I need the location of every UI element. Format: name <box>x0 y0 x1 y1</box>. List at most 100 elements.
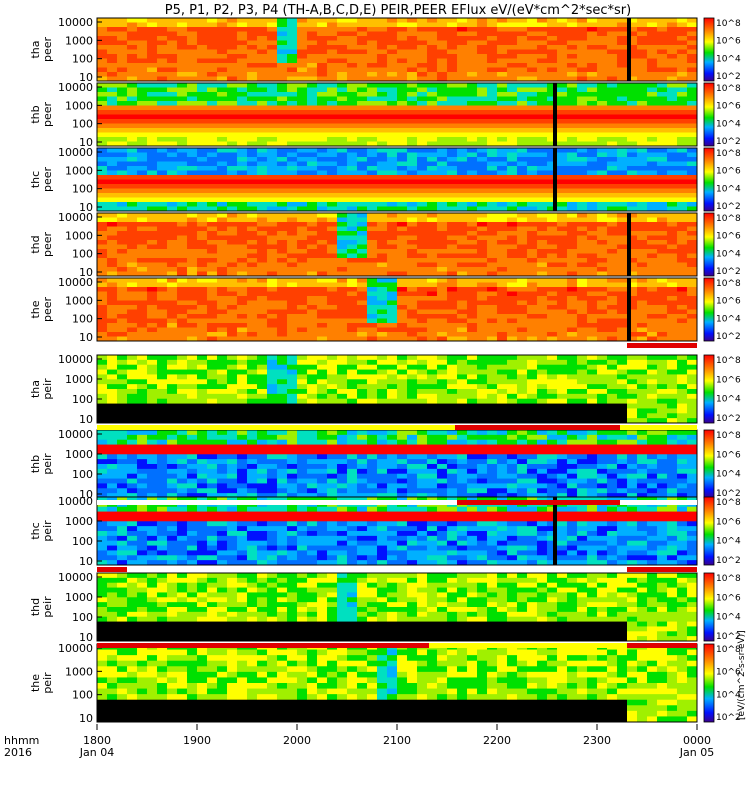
heatmap-cell <box>457 132 468 138</box>
heatmap-cell <box>167 240 178 245</box>
heatmap-cell <box>427 213 438 218</box>
heatmap-cell <box>487 309 498 315</box>
heatmap-cell <box>197 40 208 46</box>
heatmap-cell <box>447 327 458 333</box>
heatmap-cell <box>627 45 638 50</box>
heatmap-cell <box>537 157 548 162</box>
heatmap-cell <box>397 318 408 324</box>
heatmap-cell <box>127 170 138 176</box>
heatmap-cell <box>567 374 578 380</box>
heatmap-cell <box>467 132 478 138</box>
heatmap-cell <box>517 132 528 138</box>
heatmap-cell <box>517 170 528 176</box>
heatmap-cell <box>327 188 338 194</box>
heatmap-cell <box>517 355 528 361</box>
heatmap-cell <box>477 45 488 50</box>
heatmap-cell <box>207 67 218 73</box>
heatmap-cell <box>237 96 248 102</box>
heatmap-cell <box>507 206 518 212</box>
heatmap-cell <box>147 22 158 28</box>
heatmap-cell <box>497 67 508 73</box>
heatmap-cell <box>317 364 328 370</box>
heatmap-cell <box>217 323 228 328</box>
heatmap-cell <box>97 166 108 171</box>
heatmap-cell <box>577 72 588 77</box>
heatmap-cell <box>427 309 438 315</box>
heatmap-cell <box>307 222 318 227</box>
heatmap-cell <box>197 87 208 93</box>
heatmap-cell <box>327 110 338 115</box>
heatmap-cell <box>567 408 578 414</box>
heatmap-cell <box>457 83 468 88</box>
heatmap-cell <box>247 413 258 419</box>
heatmap-cell <box>407 87 418 93</box>
heatmap-cell <box>327 403 338 409</box>
heatmap-cell <box>357 83 368 88</box>
heatmap-cell <box>367 213 378 218</box>
heatmap-cell <box>377 72 388 77</box>
heatmap-cell <box>617 193 628 198</box>
heatmap-cell <box>597 318 608 324</box>
y-tick-label: 10 <box>79 266 93 279</box>
heatmap-cell <box>97 314 108 319</box>
heatmap-cell <box>157 96 168 102</box>
heatmap-cell <box>597 101 608 106</box>
heatmap-cell <box>617 179 628 185</box>
heatmap-cell <box>657 49 668 55</box>
heatmap-cell <box>477 92 488 97</box>
heatmap-cell <box>497 92 508 97</box>
heatmap-cell <box>627 49 638 55</box>
heatmap-cell <box>607 217 618 223</box>
heatmap-cell <box>97 161 108 167</box>
heatmap-cell <box>317 184 328 189</box>
heatmap-cell <box>217 291 228 297</box>
heatmap-cell <box>397 157 408 162</box>
heatmap-cell <box>477 305 488 310</box>
heatmap-cell <box>277 282 288 288</box>
heatmap-cell <box>577 379 588 385</box>
heatmap-cell <box>167 83 178 88</box>
heatmap-cell <box>417 258 428 263</box>
heatmap-cell <box>517 114 528 120</box>
heatmap-cell <box>467 87 478 93</box>
heatmap-cell <box>217 114 228 120</box>
heatmap-cell <box>677 128 688 133</box>
heatmap-cell <box>367 267 378 272</box>
heatmap-cell <box>377 83 388 88</box>
heatmap-cell <box>357 282 368 288</box>
heatmap-cell <box>227 161 238 167</box>
heatmap-cell <box>137 206 148 212</box>
heatmap-cell <box>537 271 548 277</box>
heatmap-cell <box>327 318 338 324</box>
heatmap-cell <box>637 49 648 55</box>
heatmap-cell <box>567 305 578 310</box>
heatmap-cell <box>157 137 168 142</box>
heatmap-cell <box>307 240 318 245</box>
heatmap-cell <box>577 332 588 337</box>
heatmap-cell <box>647 31 658 37</box>
heatmap-cell <box>357 184 368 189</box>
heatmap-cell <box>97 408 108 414</box>
heatmap-cell <box>347 258 358 263</box>
heatmap-cell <box>637 202 648 207</box>
heatmap-cell <box>577 193 588 198</box>
heatmap-cell <box>437 96 448 102</box>
heatmap-cell <box>557 271 568 277</box>
heatmap-cell <box>577 355 588 361</box>
heatmap-cell <box>397 184 408 189</box>
heatmap-cell <box>317 253 328 259</box>
heatmap-cell <box>147 384 158 390</box>
heatmap-cell <box>587 291 598 297</box>
heatmap-cell <box>117 101 128 106</box>
heatmap-cell <box>307 128 318 133</box>
heatmap-cell <box>167 193 178 198</box>
heatmap-cell <box>317 249 328 254</box>
heatmap-cell <box>667 31 678 37</box>
heatmap-cell <box>377 54 388 59</box>
heatmap-cell <box>347 157 358 162</box>
heatmap-cell <box>517 213 528 218</box>
heatmap-cell <box>677 27 688 32</box>
heatmap-cell <box>467 197 478 203</box>
heatmap-cell <box>167 166 178 171</box>
